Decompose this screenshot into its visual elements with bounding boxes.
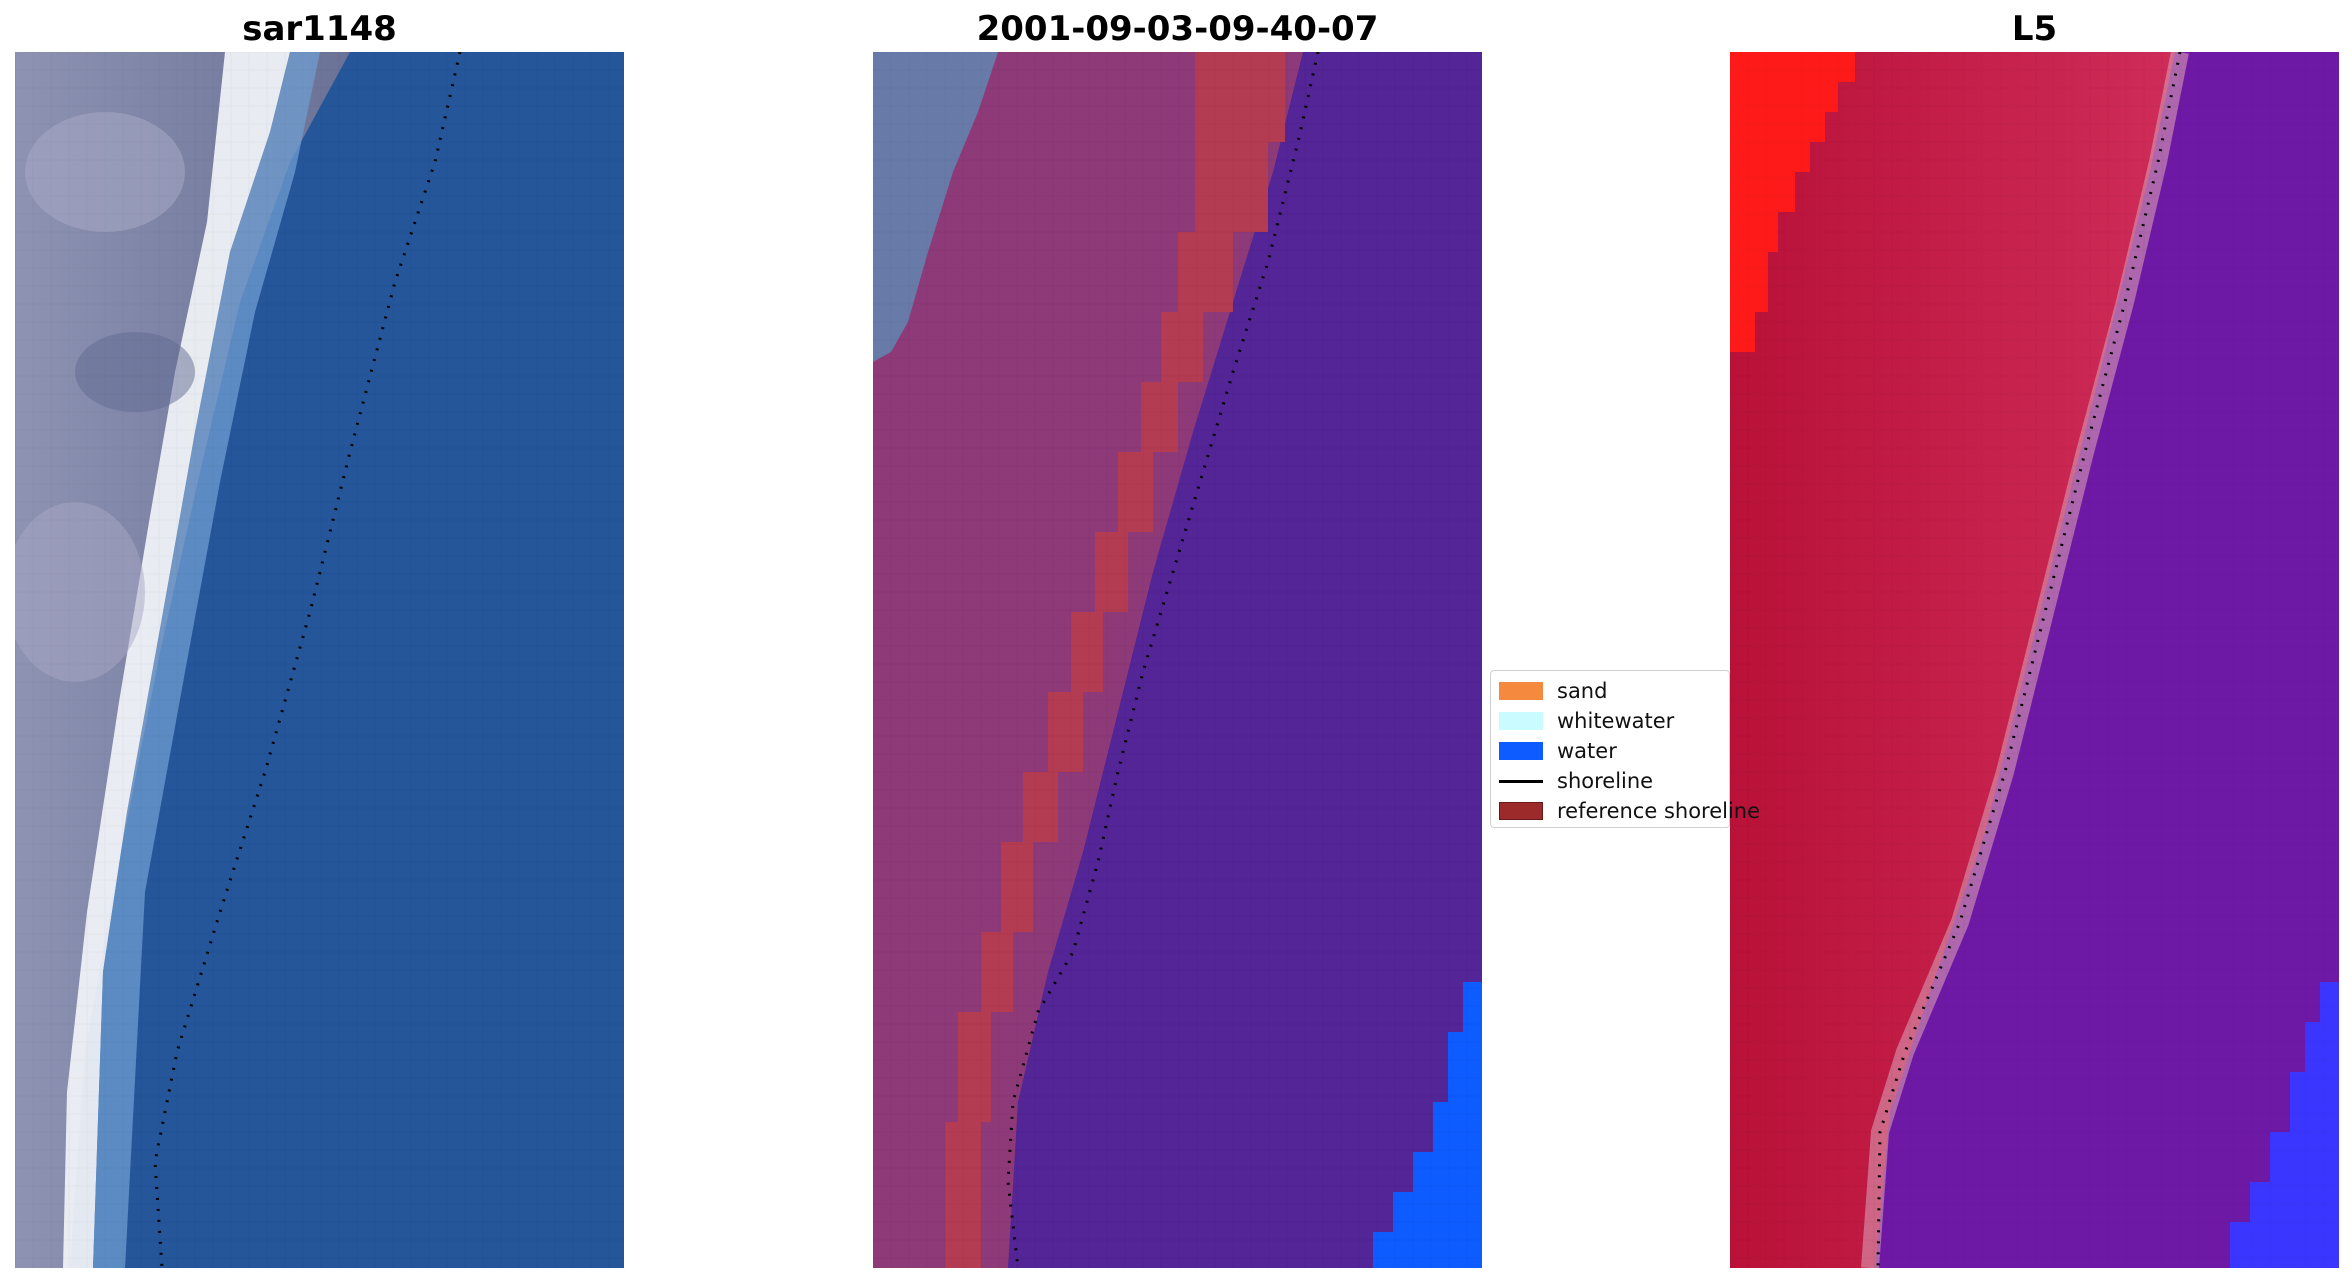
legend-item-water: water xyxy=(1499,739,1617,763)
shoreline-line-swatch xyxy=(1499,779,1543,783)
rgb-image-panel xyxy=(15,52,624,1268)
reference-shoreline-swatch xyxy=(1499,802,1543,820)
legend-label: reference shoreline xyxy=(1557,799,1761,823)
legend-item-reference-shoreline: reference shoreline xyxy=(1499,799,1760,823)
classification-panel xyxy=(873,52,1482,1268)
shoreline-line xyxy=(153,52,462,1268)
panel-title-index: L5 xyxy=(2011,9,2058,49)
index-panel xyxy=(1730,52,2339,1268)
legend-label: whitewater xyxy=(1557,709,1675,733)
panel-title-classification: 2001-09-03-09-40-07 xyxy=(976,9,1379,49)
legend-label: sand xyxy=(1557,679,1608,703)
classification-image xyxy=(873,52,1482,1268)
legend-item-shoreline: shoreline xyxy=(1499,769,1653,793)
legend: sand whitewater water shoreline referenc… xyxy=(1490,670,1760,828)
water-swatch xyxy=(1499,742,1543,760)
legend-item-sand: sand xyxy=(1499,679,1607,703)
legend-item-whitewater: whitewater xyxy=(1499,709,1674,733)
legend-label: water xyxy=(1557,739,1617,763)
whitewater-swatch xyxy=(1499,712,1543,730)
rgb-image xyxy=(15,52,624,1268)
sand-swatch xyxy=(1499,682,1543,700)
legend-label: shoreline xyxy=(1557,769,1654,793)
index-image xyxy=(1730,52,2339,1268)
panel-title-rgb: sar1148 xyxy=(242,9,397,49)
